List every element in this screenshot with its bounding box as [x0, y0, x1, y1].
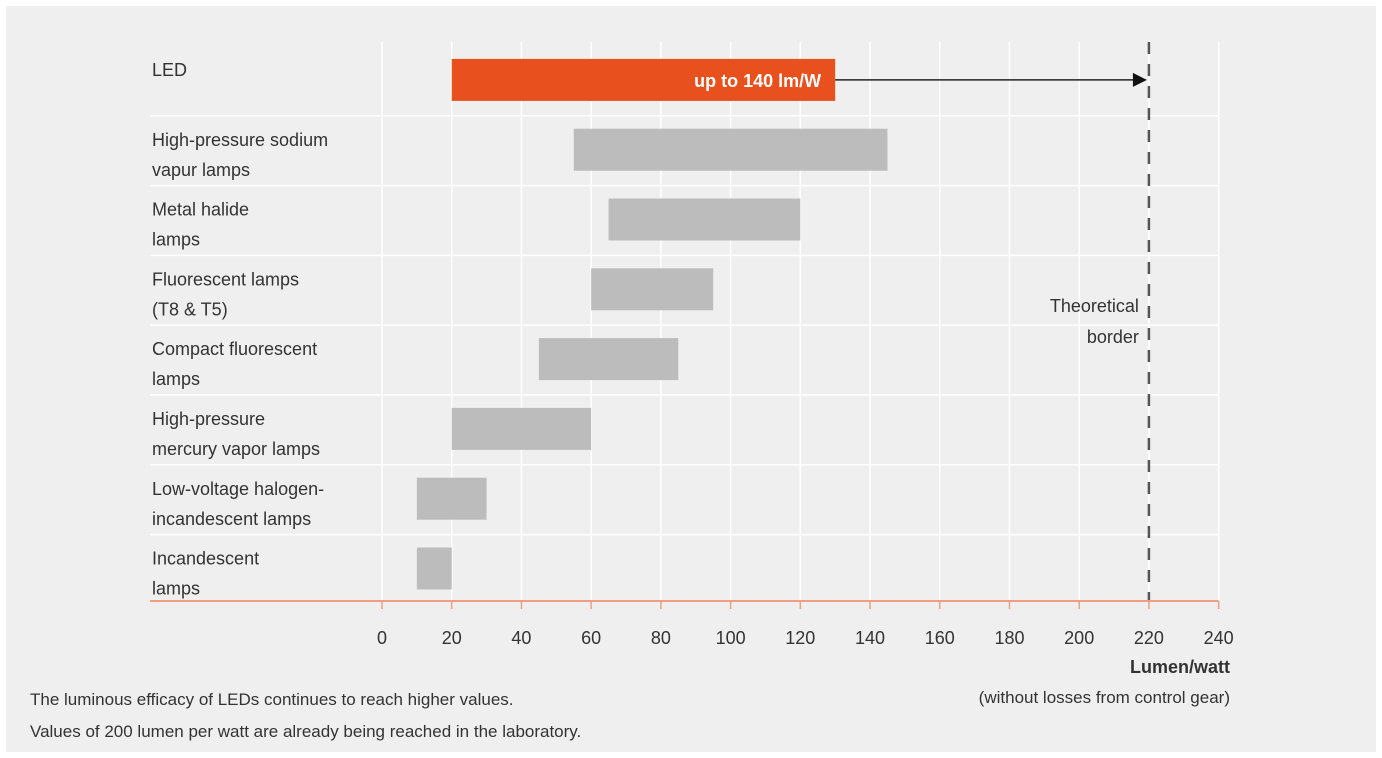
caption-line-2: Values of 200 lumen per watt are already…: [30, 722, 582, 741]
bar: [416, 477, 487, 520]
x-tick-label: 80: [651, 628, 671, 648]
caption-line-1: The luminous efficacy of LEDs continues …: [30, 690, 514, 709]
bar: [416, 547, 452, 590]
x-axis-sublabel: (without losses from control gear): [978, 688, 1230, 707]
x-tick-label: 140: [855, 628, 885, 648]
bar: [608, 198, 801, 241]
category-label: vapur lamps: [152, 160, 250, 180]
category-label: Compact fluorescent: [152, 339, 317, 359]
x-tick-label: 100: [716, 628, 746, 648]
x-tick-label: 40: [511, 628, 531, 648]
x-tick-label: 0: [377, 628, 387, 648]
x-tick-label: 120: [785, 628, 815, 648]
category-label: (T8 & T5): [152, 299, 228, 319]
x-tick-label: 220: [1134, 628, 1164, 648]
theoretical-border-label: Theoretical: [1050, 296, 1139, 316]
category-label: Metal halide: [152, 200, 249, 220]
category-label: lamps: [152, 579, 200, 599]
x-tick-label: 240: [1204, 628, 1234, 648]
bar: [591, 268, 714, 311]
category-label: lamps: [152, 369, 200, 389]
bar: [538, 338, 679, 381]
x-axis-label: Lumen/watt: [1129, 657, 1230, 677]
bar: [573, 128, 888, 171]
x-tick-label: 160: [925, 628, 955, 648]
category-label: incandescent lamps: [152, 509, 311, 529]
x-tick-label: 20: [442, 628, 462, 648]
category-label: Fluorescent lamps: [152, 269, 299, 289]
bar-led-label: up to 140 lm/W: [694, 71, 821, 91]
category-label: High-pressure sodium: [152, 130, 328, 150]
category-label: Incandescent: [152, 549, 259, 569]
category-label: lamps: [152, 230, 200, 250]
x-tick-label: 200: [1064, 628, 1094, 648]
x-tick-label: 60: [581, 628, 601, 648]
arrow-head: [1132, 72, 1147, 87]
category-label: mercury vapor lamps: [152, 439, 320, 459]
x-tick-label: 180: [994, 628, 1024, 648]
category-label: Low-voltage halogen-: [152, 479, 324, 499]
bar: [451, 407, 592, 450]
bar-led: [451, 58, 836, 101]
theoretical-border-label: border: [1087, 327, 1139, 347]
category-label: High-pressure: [152, 409, 265, 429]
category-label: LED: [152, 60, 187, 80]
